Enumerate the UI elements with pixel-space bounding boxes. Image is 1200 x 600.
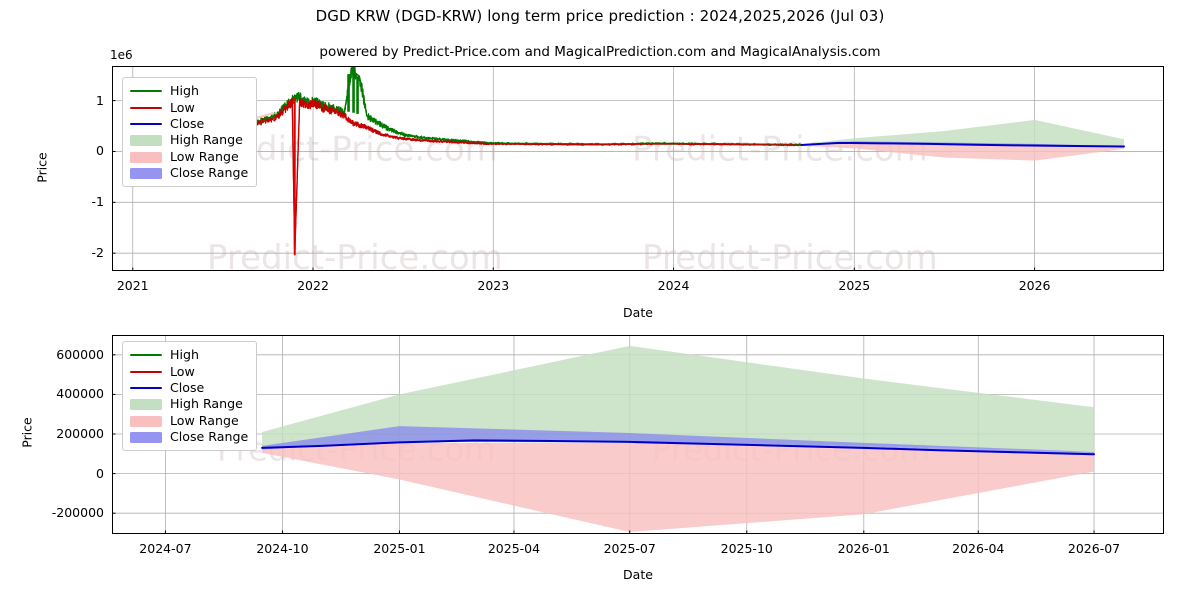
top-legend-swatch-line [129,117,163,131]
bottom-x-tick-label: 2026-01 [837,541,890,556]
top-x-tick-label: 2023 [477,278,510,293]
top-chart-frame [112,66,1164,271]
top-y-tick-label: 0 [96,143,104,159]
top-x-tick-label: 2025 [838,278,871,293]
top-high-spike [347,70,359,114]
bottom-chart-frame [112,335,1164,534]
top-legend-swatch-line [129,84,163,98]
page-title: DGD KRW (DGD-KRW) long term price predic… [315,7,885,25]
top-legend-swatch-patch [129,133,163,147]
top-y-offset-text: 1e6 [110,48,133,62]
bottom-legend-item-low[interactable]: Low [129,363,248,379]
top-chart-plot: Predict-Price.com Predict-Price.comPredic… [112,66,1164,271]
bottom-x-tick-label: 2025-10 [720,541,773,556]
top-chart-legend: High Low Close High Range Low Range Close Ran… [122,77,258,188]
top-legend-swatch-patch [129,150,163,164]
top-legend-label: Close Range [170,165,249,181]
bottom-legend-label: High Range [170,396,243,412]
top-band-high-range [800,119,1124,147]
page-subtitle: powered by Predict-Price.com and Magical… [319,44,881,60]
top-line-low-detail [141,97,802,254]
top-legend-item-high-range[interactable]: High Range [129,132,248,148]
top-band-low-range [800,143,1124,161]
bottom-legend-label: Low [170,363,195,379]
bottom-legend-item-close-range[interactable]: Close Range [129,429,248,445]
bottom-x-tick-label: 2024-10 [256,541,309,556]
bottom-legend-swatch-line [129,381,163,395]
bottom-y-tick-label: 200000 [56,426,104,441]
top-chart-panel: Predict-Price.com Predict-Price.com Predic… [112,66,1164,271]
bottom-y-tick-label: -200000 [51,505,104,521]
bottom-legend-label: Low Range [170,412,239,428]
bottom-y-axis-label: Price [19,417,35,448]
top-legend-label: High Range [170,132,243,148]
top-line-close [799,141,1125,148]
bottom-legend-label: Close [170,379,205,395]
top-legend-item-high[interactable]: High [129,83,248,99]
bottom-x-tick-label: 2026-04 [952,541,1005,556]
top-y-tick-label: 1 [96,92,104,108]
top-legend-label: Low Range [170,148,239,164]
bottom-y-tick-label: 400000 [56,386,104,402]
bottom-line-close [261,439,1096,456]
bottom-legend-swatch-line [129,348,163,362]
bottom-x-tick-label: 2026-07 [1067,541,1121,556]
top-x-tick-label: 2026 [1018,278,1051,293]
bottom-legend-label: Close Range [170,429,249,445]
top-watermark-text: Predict-Price.com [642,238,938,271]
bottom-x-tick-label: 2025-04 [487,541,541,556]
bottom-band-high-range [262,345,1095,452]
top-legend-label: Low [170,99,195,115]
top-legend-swatch-line [129,101,163,115]
bottom-legend-item-high[interactable]: High [129,347,248,363]
bottom-legend-swatch-patch [129,414,163,428]
bottom-chart-legend: High Low Close High Range Low Range Close Ran… [122,341,258,452]
bottom-x-axis-label: Date [623,567,653,582]
bottom-y-tick-label: 0 [96,465,104,481]
top-x-axis-label: Date [623,305,653,320]
top-legend-label: High [170,83,199,99]
top-legend-item-close[interactable]: Close [129,116,248,132]
bottom-legend-swatch-patch [129,397,163,411]
top-x-tick-label: 2024 [657,278,690,293]
bottom-y-tick-label: 600000 [56,346,104,362]
bottom-legend-item-close[interactable]: Close [129,380,248,396]
top-x-tick-label: 2021 [116,278,149,293]
bottom-legend-swatch-patch [129,430,163,444]
top-y-tick-label: -2 [91,245,104,261]
bottom-x-tick-label: 2025-01 [373,541,426,556]
top-x-tick-label: 2022 [297,278,329,293]
bottom-legend-item-high-range[interactable]: High Range [129,396,248,412]
top-legend-item-low[interactable]: Low [129,99,248,115]
bottom-legend-swatch-line [129,365,163,379]
top-legend-label: Close [170,115,205,131]
top-legend-item-close-range[interactable]: Close Range [129,165,248,181]
bottom-legend-label: High [170,347,199,363]
top-y-tick-label: -1 [91,194,104,210]
bottom-x-tick-label: 2024-07 [139,541,192,556]
top-watermark-text: Predict-Price.com [207,238,503,271]
bottom-x-tick-label: 2025-07 [603,541,656,556]
bottom-band-low-range [262,442,1095,533]
top-legend-item-low-range[interactable]: Low Range [129,149,248,165]
bottom-legend-item-low-range[interactable]: Low Range [129,413,248,429]
top-legend-swatch-patch [129,166,163,180]
